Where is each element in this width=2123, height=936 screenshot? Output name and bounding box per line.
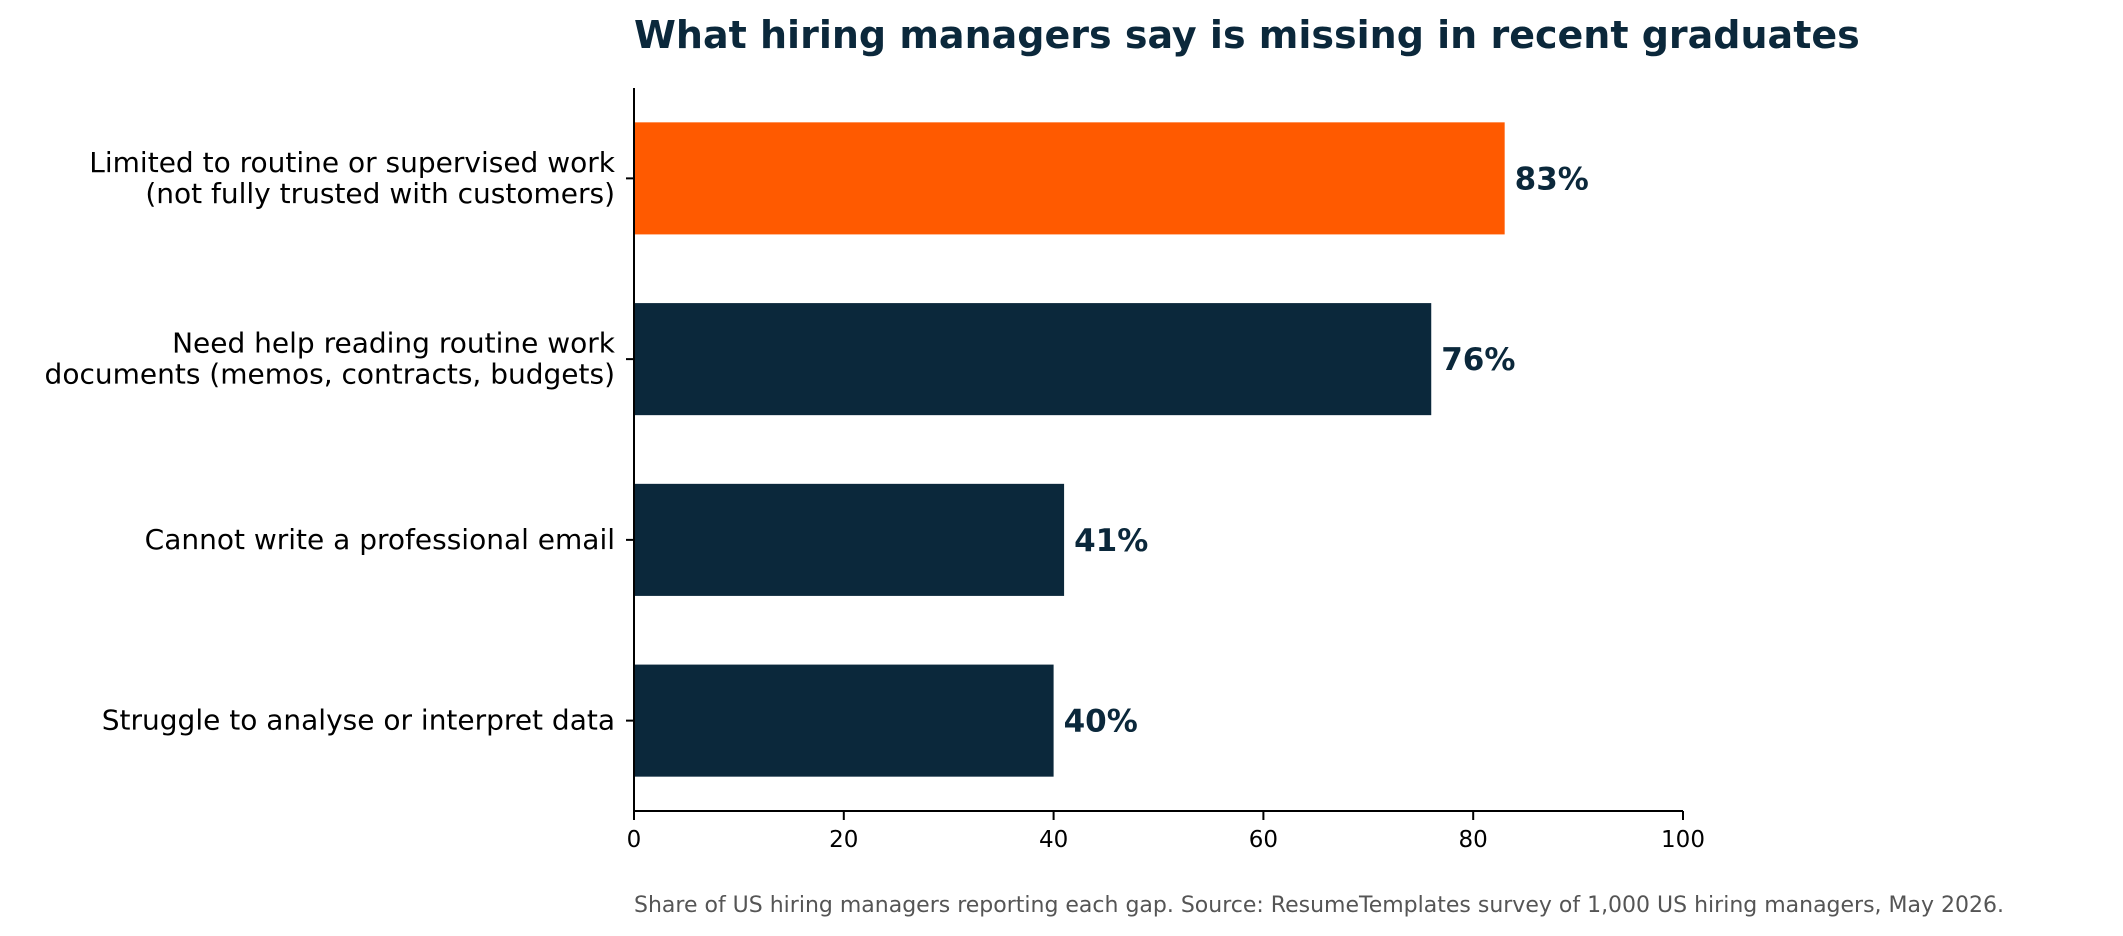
- bar-1: [634, 122, 1505, 235]
- chart-title: What hiring managers say is missing in r…: [634, 13, 1860, 57]
- category-label-line: documents (memos, contracts, budgets): [45, 358, 615, 391]
- data-label-2: 76%: [1441, 342, 1515, 378]
- x-tick-label-60: 60: [1249, 827, 1278, 853]
- bar-2: [634, 303, 1432, 416]
- data-label-4: 40%: [1064, 704, 1138, 740]
- category-label-line: Limited to routine or supervised work: [89, 146, 615, 179]
- category-label-line: (not fully trusted with customers): [145, 177, 615, 210]
- category-label-4: Struggle to analyse or interpret data: [102, 704, 615, 737]
- x-tick-label-0: 0: [627, 827, 642, 853]
- category-label-2: Need help reading routine work documents …: [45, 327, 616, 391]
- x-tick-label-40: 40: [1039, 827, 1068, 853]
- bar-3: [634, 483, 1065, 596]
- category-label-3: Cannot write a professional email: [145, 523, 615, 556]
- data-label-1: 83%: [1515, 161, 1589, 197]
- x-tick-label-20: 20: [829, 827, 858, 853]
- x-tick-label-100: 100: [1661, 827, 1705, 853]
- category-label-line: Cannot write a professional email: [145, 523, 615, 556]
- category-label-1: Limited to routine or supervised work (no…: [89, 146, 615, 210]
- category-label-line: Need help reading routine work: [172, 327, 616, 360]
- bar-4: [634, 664, 1054, 777]
- data-label-3: 41%: [1074, 523, 1148, 559]
- x-tick-label-80: 80: [1459, 827, 1488, 853]
- category-label-line: Struggle to analyse or interpret data: [102, 704, 615, 737]
- chart-caption: Share of US hiring managers reporting ea…: [634, 893, 2004, 918]
